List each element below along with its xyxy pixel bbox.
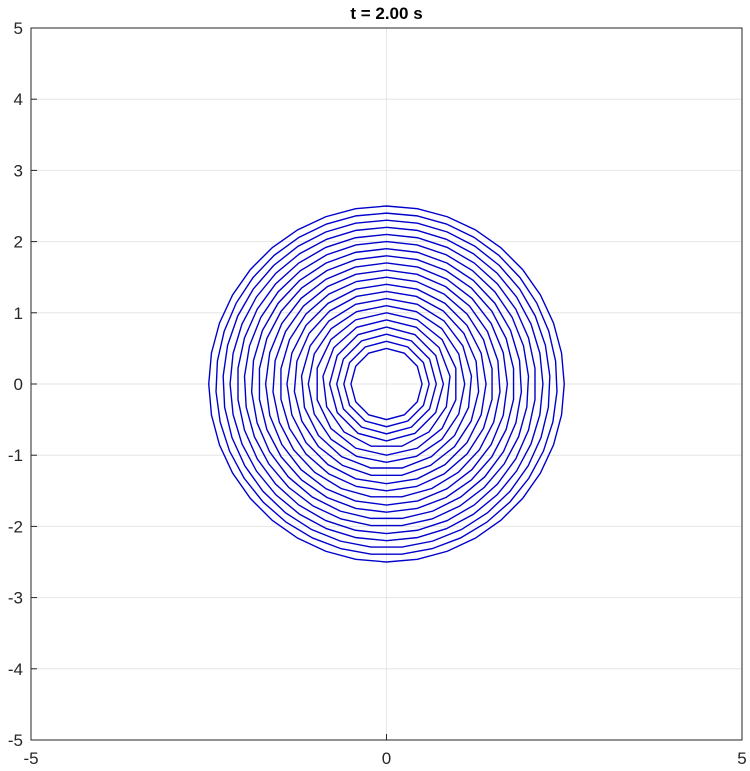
ring-line <box>250 248 523 520</box>
ring-line <box>272 269 501 498</box>
y-tick-label: 5 <box>14 19 23 38</box>
chart-title: t = 2.00 s <box>350 4 422 23</box>
ring-line <box>350 347 423 421</box>
ring-line <box>208 205 565 563</box>
y-tick-label: 2 <box>14 233 23 252</box>
y-tick-label: -3 <box>8 589 23 608</box>
ring-line <box>237 233 536 535</box>
y-tick-label: 3 <box>14 161 23 180</box>
grid-layer <box>30 27 743 741</box>
x-tick-label: 0 <box>382 749 391 768</box>
x-tick-label: -5 <box>23 749 38 768</box>
ring-line <box>222 219 551 548</box>
x-tick-label: 5 <box>737 749 746 768</box>
ring-line <box>243 240 530 527</box>
y-tick-label: -1 <box>8 446 23 465</box>
y-tick-label: 0 <box>14 375 23 394</box>
ring-line <box>293 290 480 476</box>
ring-line <box>264 262 509 506</box>
ring-line <box>322 319 451 447</box>
ring-line <box>280 276 493 492</box>
ring-line <box>300 297 473 469</box>
y-tick-label: -2 <box>8 517 23 536</box>
tick-layer: -5 -4 -3 -2 -1 0 1 2 3 4 5 -5 0 5 <box>8 19 747 768</box>
ring-line <box>258 255 515 513</box>
y-tick-label: 1 <box>14 304 23 323</box>
ring-line <box>286 283 487 485</box>
y-tick-label: -4 <box>8 660 23 679</box>
series-layer <box>208 205 565 563</box>
y-tick-label: -5 <box>8 731 23 750</box>
ring-line <box>316 312 457 456</box>
ring-line <box>328 326 445 442</box>
ring-line <box>229 226 544 542</box>
ring-line <box>215 212 558 555</box>
y-tick-label: 4 <box>14 90 23 109</box>
ring-line <box>307 304 466 464</box>
ring-line <box>336 333 437 435</box>
ring-line <box>343 340 430 428</box>
